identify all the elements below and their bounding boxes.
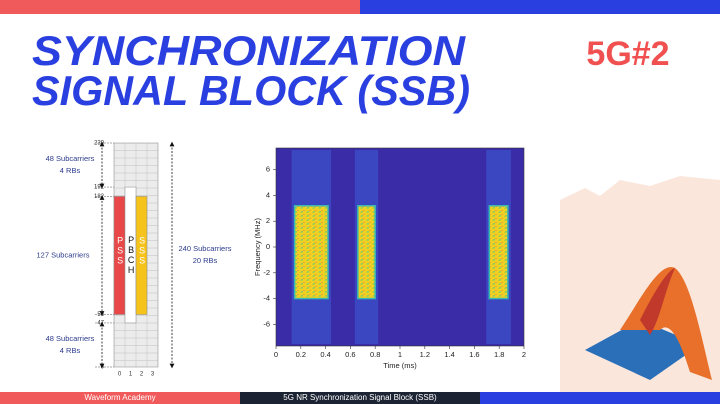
- burst: [293, 205, 329, 300]
- x-tick-label: 0.4: [320, 350, 330, 359]
- matlab-logo: [585, 266, 712, 380]
- pss-label: PSS: [115, 235, 125, 265]
- annotation: 127 Subcarriers: [37, 250, 90, 259]
- x-tick-label: 0: [274, 350, 278, 359]
- y-tick-label: 47: [97, 321, 104, 327]
- y-axis-label: Frequency (MHz): [253, 218, 262, 276]
- footer-center: [240, 392, 480, 404]
- x-tick-label: 1: [398, 350, 402, 359]
- y-tick-label: 6: [266, 165, 270, 174]
- title-line: SYNCHRONIZATION: [32, 27, 467, 74]
- x-tick-label: 2: [140, 372, 144, 378]
- sss-label: SSS: [137, 235, 147, 265]
- title-line: SIGNAL BLOCK (SSB): [32, 67, 470, 114]
- x-tick-label: 3: [151, 372, 155, 378]
- annotation: 48 Subcarriers: [46, 154, 95, 163]
- annotation: 48 Subcarriers: [46, 334, 95, 343]
- y-tick-label: -4: [263, 294, 270, 303]
- x-tick-label: 2: [522, 350, 526, 359]
- spectrogram: 0 0.2 0.4 0.6 0.8 1 1.2 1.4 1.6 1.8 2 -6 -4 -2 0 2 4 6 Tim…: [253, 147, 526, 370]
- y-tick-label: 239: [94, 141, 105, 147]
- footer-left: [0, 392, 240, 404]
- x-tick-label: 0.6: [345, 350, 355, 359]
- y-tick-label: -6: [263, 319, 270, 328]
- y-tick-label: 182: [94, 194, 105, 200]
- x-axis-label: Time (ms): [383, 361, 417, 370]
- x-tick-label: 0.8: [370, 350, 380, 359]
- annotation: 20 RBs: [193, 256, 218, 265]
- y-tick-label: -2: [263, 268, 270, 277]
- episode-tag: 5G#2: [586, 35, 669, 73]
- footer-text: Waveform Academy: [84, 393, 155, 402]
- y-tick-label: 2: [266, 216, 270, 225]
- pbch-label: PBCH: [126, 235, 136, 275]
- annotation: 240 Subcarriers: [179, 244, 232, 253]
- x-tick-label: 1: [129, 372, 133, 378]
- burst: [488, 205, 509, 300]
- y-tick-label: 192: [94, 185, 105, 191]
- footer-right: [480, 392, 720, 404]
- y-tick-label: 0: [101, 365, 105, 371]
- annotation: 4 RBs: [60, 346, 81, 355]
- footer-text: 5G NR Synchronization Signal Block (SSB): [283, 393, 437, 402]
- x-tick-label: 0.2: [296, 350, 306, 359]
- x-tick-label: 0: [118, 372, 122, 378]
- top-stripe-blue: [360, 0, 720, 14]
- x-tick-label: 1.6: [469, 350, 479, 359]
- burst: [357, 205, 376, 300]
- resource-grid: PSS PBCH SSS 239 192 182 56 47 0 0 1 2 3 48 Subcarrie…: [37, 141, 232, 378]
- top-stripe-red: [0, 0, 360, 14]
- x-tick-label: 1.4: [444, 350, 454, 359]
- sss-block: [135, 196, 148, 315]
- x-tick-label: 1.8: [494, 350, 504, 359]
- y-tick-label: 56: [97, 312, 104, 318]
- annotation: 4 RBs: [60, 166, 81, 175]
- y-tick-label: 0: [266, 242, 270, 251]
- x-tick-label: 1.2: [420, 350, 430, 359]
- y-tick-label: 4: [266, 190, 270, 199]
